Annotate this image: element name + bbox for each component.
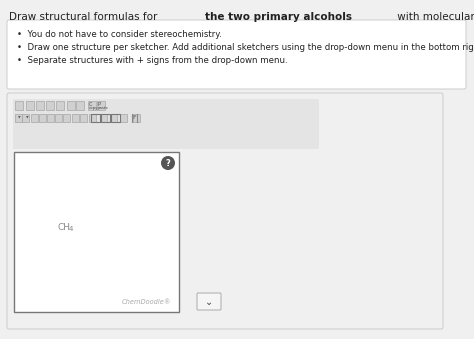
- FancyBboxPatch shape: [7, 93, 443, 329]
- Text: Draw structural formulas for: Draw structural formulas for: [9, 12, 161, 22]
- Text: ChemDoodle®: ChemDoodle®: [121, 299, 171, 305]
- Text: ?: ?: [165, 159, 170, 167]
- Text: •  Separate structures with + signs from the drop-down menu.: • Separate structures with + signs from …: [17, 56, 288, 65]
- Text: C: C: [89, 102, 92, 107]
- Bar: [46, 101, 54, 110]
- Bar: [100, 114, 107, 122]
- Bar: [55, 114, 62, 122]
- Bar: [101, 114, 110, 122]
- Bar: [13, 99, 319, 149]
- Text: P: P: [98, 102, 101, 107]
- Bar: [91, 114, 100, 122]
- Text: ▼: ▼: [18, 116, 20, 120]
- Bar: [22, 114, 29, 122]
- Bar: [36, 101, 44, 110]
- Text: copy: copy: [89, 106, 99, 110]
- Text: •  You do not have to consider stereochemistry.: • You do not have to consider stereochem…: [17, 30, 222, 39]
- Bar: [67, 101, 75, 110]
- Bar: [80, 114, 87, 122]
- Bar: [15, 114, 22, 122]
- Bar: [14, 152, 179, 312]
- Bar: [39, 114, 46, 122]
- Bar: [47, 114, 54, 122]
- Bar: [76, 101, 84, 110]
- Text: 4: 4: [69, 226, 73, 232]
- FancyBboxPatch shape: [197, 293, 221, 310]
- Bar: [72, 114, 79, 122]
- Bar: [97, 101, 105, 110]
- Text: the two primary alcohols: the two primary alcohols: [205, 12, 352, 22]
- Text: ⌄: ⌄: [205, 297, 213, 307]
- Bar: [15, 101, 23, 110]
- Bar: [63, 114, 70, 122]
- Bar: [88, 101, 96, 110]
- Bar: [111, 114, 120, 122]
- Text: CH: CH: [58, 222, 71, 232]
- Text: •  Draw one structure per sketcher. Add additional sketchers using the drop-down: • Draw one structure per sketcher. Add a…: [17, 43, 474, 52]
- Bar: [56, 101, 64, 110]
- Text: with molecular formula: with molecular formula: [394, 12, 474, 22]
- Circle shape: [161, 156, 175, 170]
- Bar: [26, 101, 34, 110]
- Bar: [31, 114, 38, 122]
- Text: ▼: ▼: [26, 116, 28, 120]
- FancyBboxPatch shape: [7, 20, 466, 89]
- Text: paste: paste: [98, 106, 109, 110]
- Bar: [133, 114, 140, 122]
- Bar: [89, 114, 96, 122]
- Text: F: F: [132, 115, 136, 120]
- Bar: [120, 114, 127, 122]
- Bar: [110, 114, 117, 122]
